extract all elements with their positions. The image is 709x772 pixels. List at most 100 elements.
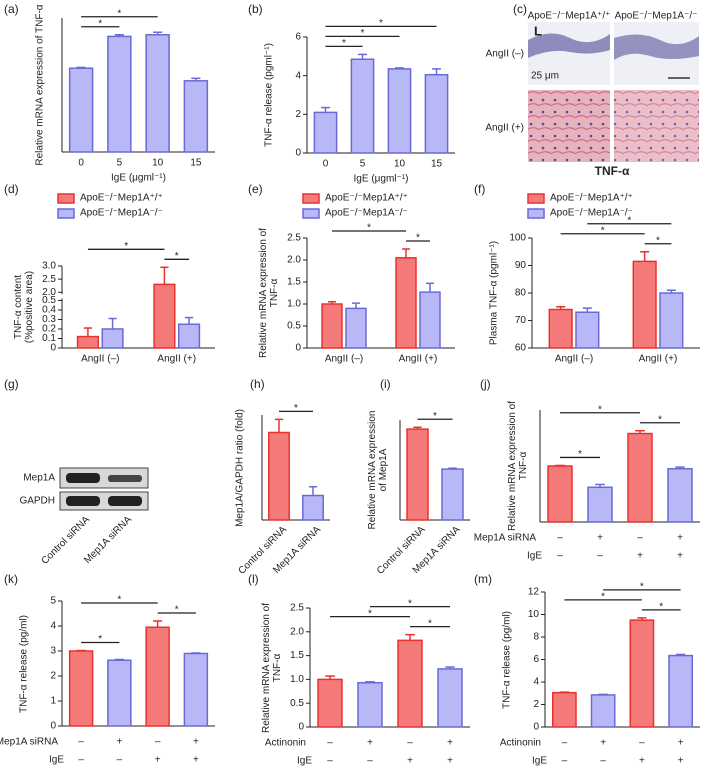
significance-label: * xyxy=(416,233,420,244)
x-tick-label: AngII (–) xyxy=(325,354,363,365)
y-axis-label: Plasma TNF-α (pgml⁻¹) xyxy=(488,240,500,346)
legend-label: ApoE⁻/⁻Mep1A⁻/⁻ xyxy=(325,208,408,219)
y-tick-label: 1 xyxy=(50,696,56,707)
bar xyxy=(268,431,290,521)
condition-value: – xyxy=(600,756,606,767)
bar xyxy=(357,681,383,728)
significance-label: * xyxy=(433,411,437,422)
row-label: Mep1A xyxy=(23,473,55,484)
legend-label: ApoE⁻/⁻Mep1A⁺/⁺ xyxy=(550,193,633,204)
y-axis-label: Relative mRNA expression of Mep1A xyxy=(367,410,389,530)
histology-panel: (c) ApoE⁻/⁻Mep1A⁺/⁺ ApoE⁻/⁻Mep1A⁻/⁻ AngI… xyxy=(485,2,699,178)
y-tick-label: 0.3 xyxy=(42,314,56,325)
condition-value: + xyxy=(600,738,606,749)
y-tick-label: 90 xyxy=(515,260,527,271)
significance-label: * xyxy=(98,18,102,29)
y-axis-label: Relative mRNA expression of TNF-α xyxy=(258,227,280,359)
bar xyxy=(406,428,429,521)
panel-label: (d) xyxy=(4,182,19,196)
panel-label: (a) xyxy=(4,2,19,16)
y-tick-label: 3 xyxy=(50,646,56,657)
condition-value: + xyxy=(597,533,603,544)
condition-value: + xyxy=(447,756,453,767)
scale-bar-label: 25 μm xyxy=(531,71,559,82)
column-label: ApoE⁻/⁻Mep1A⁺/⁺ xyxy=(528,11,611,22)
condition-value: – xyxy=(557,533,563,544)
y-tick-label: 2 xyxy=(533,699,539,710)
condition-value: – xyxy=(367,756,373,767)
micrograph xyxy=(528,90,610,162)
significance-label: * xyxy=(361,28,365,39)
significance-label: * xyxy=(368,608,372,619)
condition-value: + xyxy=(637,551,643,562)
bar xyxy=(387,68,412,154)
significance-label: * xyxy=(117,595,121,606)
bar xyxy=(178,323,201,349)
blot-band xyxy=(66,496,100,506)
condition-value: – xyxy=(562,738,568,749)
bar xyxy=(424,73,449,154)
y-tick-label: 1.5 xyxy=(290,650,304,661)
y-tick-label: 0 xyxy=(50,721,56,732)
y-tick-label: 3.0 xyxy=(42,261,56,272)
y-tick-label: 80 xyxy=(515,288,527,299)
condition-label: IgE xyxy=(527,551,542,562)
x-tick-label: AngII (+) xyxy=(399,354,438,365)
x-axis-label: IgE (μgml⁻¹) xyxy=(354,174,409,185)
y-tick-label: 0 xyxy=(295,148,301,159)
bar xyxy=(183,652,209,727)
panel-label: (f) xyxy=(474,182,485,196)
panel-label: (c) xyxy=(513,2,527,16)
condition-label: IgE xyxy=(49,755,64,766)
legend-swatch xyxy=(302,208,320,219)
significance-label: * xyxy=(98,634,102,645)
y-tick-label: 0.5 xyxy=(42,295,56,306)
significance-label: * xyxy=(601,592,605,603)
panel-label: (l) xyxy=(248,572,259,586)
y-tick-label: 0 xyxy=(298,722,304,733)
y-tick-label: 2.5 xyxy=(287,233,301,244)
y-tick-label: 0.5 xyxy=(290,698,304,709)
significance-label: * xyxy=(117,8,121,19)
y-axis-label: TNF-α content (%positive area) xyxy=(13,270,35,344)
condition-value: + xyxy=(678,756,684,767)
micrograph xyxy=(528,22,610,85)
legend-label: ApoE⁻/⁻Mep1A⁺/⁺ xyxy=(325,193,408,204)
micrograph xyxy=(614,90,699,162)
condition-value: + xyxy=(193,737,199,748)
bar xyxy=(145,626,170,727)
significance-label: * xyxy=(658,414,662,425)
bar xyxy=(667,468,693,523)
bar xyxy=(68,650,94,727)
bar xyxy=(183,80,209,153)
y-tick-label: 0 xyxy=(50,343,56,354)
x-tick-label: 10 xyxy=(394,159,406,170)
y-axis-label: TNF-α release (pgml⁻¹) xyxy=(263,43,275,147)
significance-label: * xyxy=(367,223,371,234)
condition-label: Actinonin xyxy=(500,738,541,749)
significance-label: * xyxy=(659,602,663,613)
bar xyxy=(302,494,324,521)
x-tick-label: 5 xyxy=(360,159,366,170)
condition-value: – xyxy=(557,551,563,562)
y-tick-label: 2.0 xyxy=(287,255,301,266)
caption: TNF-α xyxy=(595,164,630,178)
legend-swatch xyxy=(527,208,545,219)
condition-value: + xyxy=(677,551,683,562)
condition-value: – xyxy=(117,755,123,766)
y-tick-label: 4 xyxy=(50,621,56,632)
bar xyxy=(419,291,441,349)
y-axis-label: TNF-α release (pg/ml) xyxy=(18,614,30,713)
bar xyxy=(321,303,343,349)
legend-label: ApoE⁻/⁻Mep1A⁺/⁺ xyxy=(80,193,163,204)
bar xyxy=(76,335,100,349)
condition-label: Mep1A siRNA xyxy=(0,737,58,748)
condition-value: – xyxy=(155,737,161,748)
bar xyxy=(632,260,657,349)
significance-label: * xyxy=(175,605,179,616)
condition-label: IgE xyxy=(532,756,547,767)
condition-value: – xyxy=(639,738,645,749)
axis-break xyxy=(57,294,67,299)
bar xyxy=(153,283,176,349)
